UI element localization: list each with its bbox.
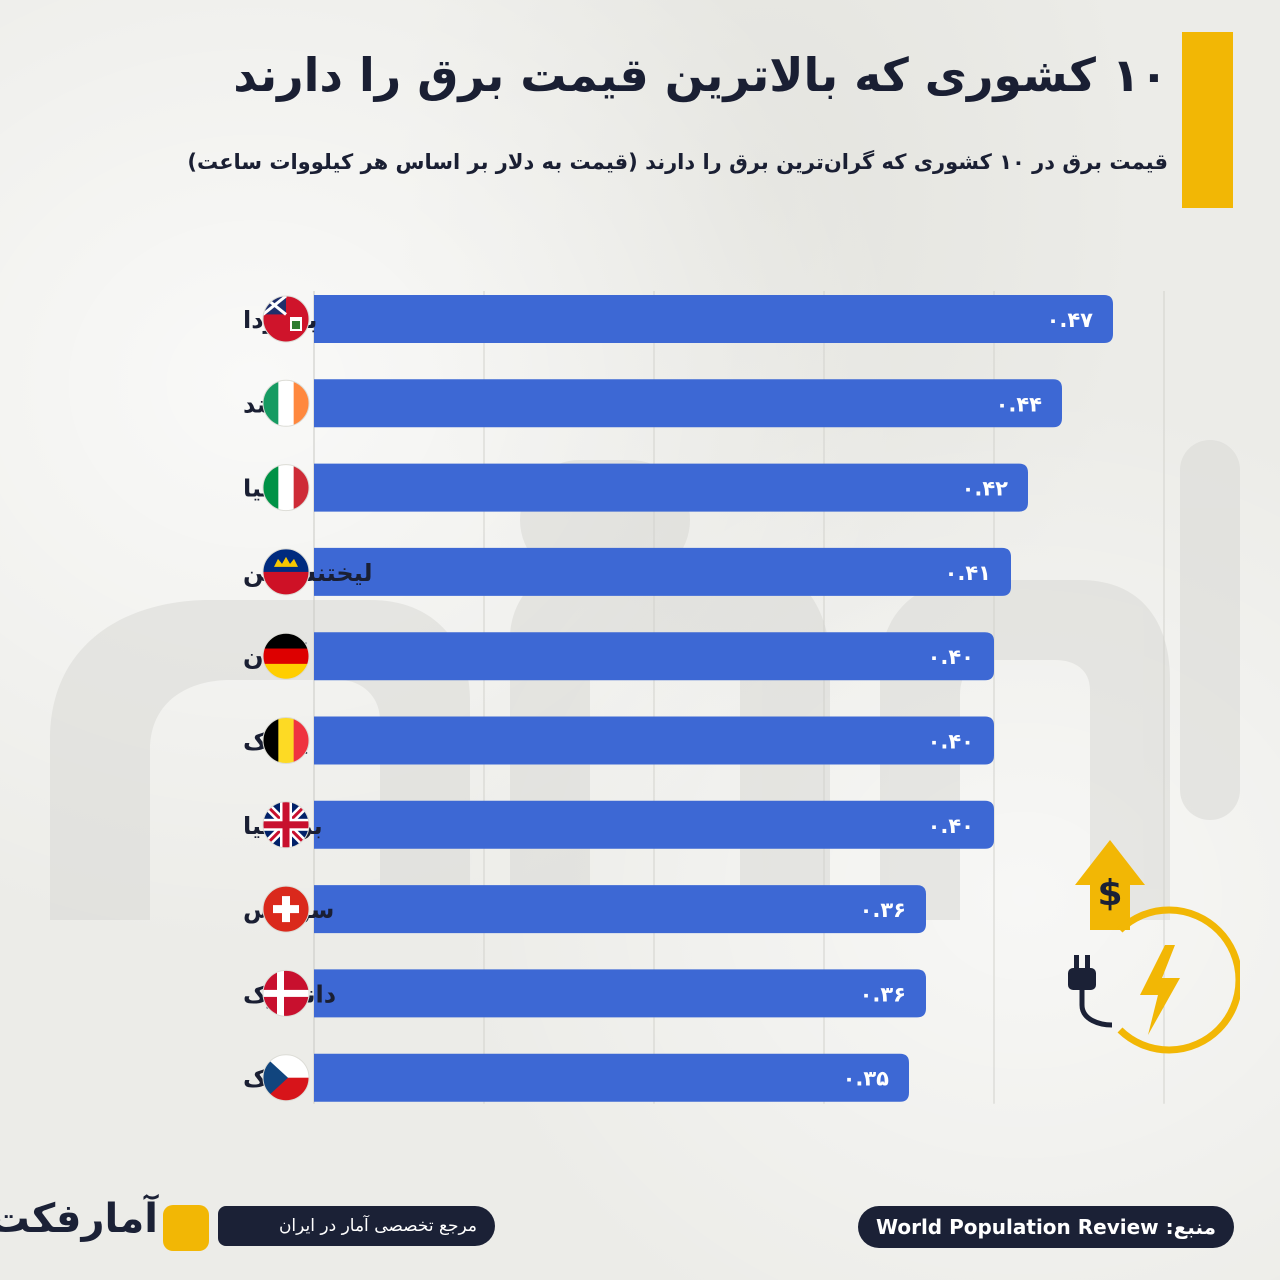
bar: [314, 800, 994, 849]
uk-flag-icon: [262, 801, 310, 849]
bar-value-label: ۰.۴۱: [945, 561, 991, 585]
bar: [314, 295, 1113, 343]
bar-value-label: ۰.۴۷: [1047, 308, 1094, 332]
bar: [314, 632, 994, 681]
bar-value-label: ۰.۴۰: [928, 645, 974, 669]
page-subtitle: قیمت برق در ۱۰ کشوری که گران‌ترین برق را…: [187, 150, 1168, 174]
page-title: ۱۰ کشوری که بالاترین قیمت برق را دارند: [233, 48, 1168, 102]
italy-flag-icon: [262, 464, 310, 512]
bar: [314, 716, 994, 765]
bar: [314, 463, 1028, 512]
bar-value-label: ۰.۳۶: [860, 898, 906, 922]
bar-value-label: ۰.۴۰: [928, 814, 974, 838]
source-badge: منبع: World Population Review: [858, 1206, 1234, 1248]
switzerland-flag-icon: [262, 885, 310, 933]
tagline-text: مرجع تخصصی آمار در ایران: [278, 1216, 477, 1236]
bar: [314, 969, 926, 1018]
bar: [314, 547, 1011, 596]
ireland-flag-icon: [262, 379, 310, 427]
brand-logo-text: آمارفکت: [0, 1196, 158, 1242]
bermuda-flag-icon: [262, 295, 310, 343]
germany-flag-icon: [262, 632, 310, 680]
bar: [314, 885, 926, 934]
liechtenstein-flag-icon: [262, 548, 310, 596]
czech-flag-icon: [262, 1054, 310, 1102]
denmark-flag-icon: [262, 969, 310, 1017]
bar-value-label: ۰.۴۲: [962, 477, 1009, 501]
bar-value-label: ۰.۴۴: [996, 392, 1043, 416]
bar: [314, 379, 1062, 428]
bar-value-label: ۰.۳۶: [860, 982, 906, 1006]
electricity-price-up-icon: $: [1068, 840, 1240, 1054]
svg-text:$: $: [1097, 873, 1122, 914]
bar-value-label: ۰.۳۵: [843, 1067, 890, 1091]
belgium-flag-icon: [262, 717, 310, 764]
tagline-badge: مرجع تخصصی آمار در ایران: [218, 1206, 495, 1246]
bar-chart: ۰.۴۷برمودا۰.۴۴ایرلند۰.۴۲ایتالیا۰.۴۱لیختن…: [243, 291, 1165, 1104]
bar-value-label: ۰.۴۰: [928, 730, 974, 754]
accent-bar: [1182, 32, 1233, 208]
logo-icon: [163, 1205, 209, 1251]
bar: [314, 1053, 909, 1102]
